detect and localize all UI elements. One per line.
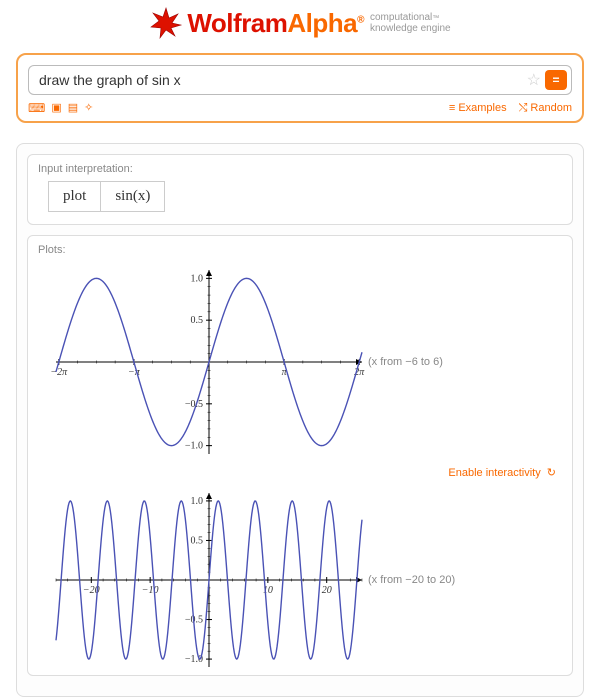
- interp-token: sin(x): [101, 181, 165, 212]
- plot-1: −1.0−0.50.51.0−2π−ππ2π (x from −6 to 6): [38, 262, 562, 462]
- search-toolbar: ⌨ ▣ ▤ ✧ ≡ Examples ⤭ Random: [28, 101, 572, 115]
- header: WolframAlpha® computational™ knowledge e…: [0, 0, 600, 49]
- random-link[interactable]: ⤭ Random: [519, 101, 572, 115]
- data-input-icon[interactable]: ▤: [68, 101, 78, 115]
- svg-text:−π: −π: [128, 367, 141, 378]
- favorite-icon[interactable]: ☆: [527, 70, 541, 90]
- examples-link[interactable]: ≡ Examples: [449, 101, 507, 115]
- search-bar: ☆ =: [28, 65, 572, 95]
- plot-svg: −1.0−0.50.51.0−2π−ππ2π: [38, 262, 368, 462]
- tagline: computational™ knowledge engine: [370, 12, 451, 34]
- svg-text:−10: −10: [142, 585, 159, 596]
- svg-text:−0.5: −0.5: [185, 399, 203, 410]
- svg-text:0.5: 0.5: [191, 315, 204, 326]
- svg-text:0.5: 0.5: [191, 535, 204, 546]
- submit-button[interactable]: =: [545, 70, 567, 90]
- logo[interactable]: WolframAlpha® computational™ knowledge e…: [149, 6, 450, 40]
- plot-range-label: (x from −6 to 6): [368, 356, 443, 368]
- interp-token: plot: [48, 181, 101, 212]
- plot-2: −1.0−0.50.51.0−20−101020 (x from −20 to …: [38, 485, 562, 675]
- results-panel: Input interpretation: plot sin(x) Plots:…: [16, 143, 584, 697]
- file-upload-icon[interactable]: ✧: [84, 101, 93, 115]
- keyboard-icon[interactable]: ⌨: [28, 101, 45, 115]
- svg-text:1.0: 1.0: [191, 496, 204, 507]
- refresh-icon: ↻: [547, 466, 556, 479]
- plot-range-label: (x from −20 to 20): [368, 574, 455, 586]
- random-icon: ⤭: [519, 102, 528, 115]
- query-input[interactable]: [37, 70, 527, 90]
- examples-icon: ≡: [449, 102, 455, 114]
- pod-title: Plots:: [38, 244, 562, 262]
- enable-interactivity-link[interactable]: Enable interactivity ↻: [38, 462, 562, 485]
- svg-text:1.0: 1.0: [191, 273, 204, 284]
- search-container: ☆ = ⌨ ▣ ▤ ✧ ≡ Examples ⤭ Random: [16, 53, 584, 123]
- svg-text:−1.0: −1.0: [185, 441, 203, 452]
- brand-text: WolframAlpha®: [187, 8, 364, 39]
- spikey-icon: [149, 6, 183, 40]
- svg-text:−2π: −2π: [50, 367, 68, 378]
- pod-input-interpretation: Input interpretation: plot sin(x): [27, 154, 573, 225]
- plot-svg: −1.0−0.50.51.0−20−101020: [38, 485, 368, 675]
- image-input-icon[interactable]: ▣: [51, 101, 61, 115]
- svg-text:20: 20: [322, 585, 332, 596]
- pod-plots: Plots: −1.0−0.50.51.0−2π−ππ2π (x from −6…: [27, 235, 573, 676]
- pod-title: Input interpretation:: [38, 163, 562, 181]
